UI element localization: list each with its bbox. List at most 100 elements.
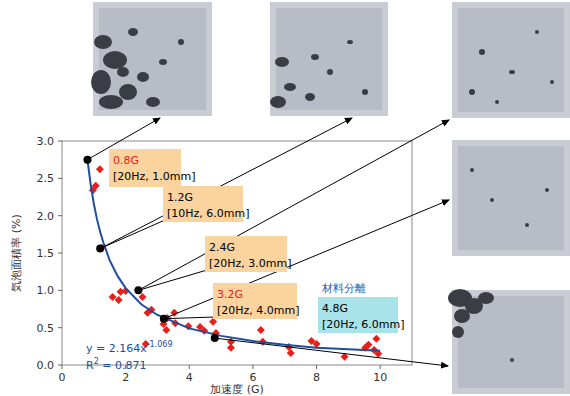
photo-void xyxy=(327,69,333,75)
y-tick-label: 0.5 xyxy=(37,322,55,335)
annotation: 4.8G[20Hz, 6.0mm]材料分離 xyxy=(318,282,405,333)
y-tick xyxy=(58,327,62,328)
photo-bg xyxy=(452,2,570,118)
photo-void xyxy=(275,57,289,67)
photo-void xyxy=(525,223,529,227)
y-tick xyxy=(58,365,62,366)
annotation-condition: [20Hz, 4.0mm] xyxy=(217,304,300,317)
r-squared-value: = 0.871 xyxy=(99,359,147,372)
photo-void xyxy=(128,28,138,36)
equation-main: y = 2.164x xyxy=(86,342,147,355)
data-point xyxy=(287,349,295,357)
annotation: 1.2G [10Hz, 6.0mm] xyxy=(163,186,250,222)
y-tick-label: 1.0 xyxy=(37,284,55,297)
photo-void xyxy=(535,30,539,34)
y-tick xyxy=(58,178,62,179)
photo-void xyxy=(470,168,474,172)
data-point xyxy=(372,335,380,343)
photo-void xyxy=(495,100,499,104)
photo-void xyxy=(311,54,319,60)
photo-face xyxy=(458,146,564,250)
annotation-label: 3.2G xyxy=(217,288,243,301)
annotation-condition: [20Hz, 6.0mm] xyxy=(322,318,405,331)
y-tick-label: 1.5 xyxy=(37,247,55,260)
annotation: 3.2G [20Hz, 4.0mm] xyxy=(213,283,300,319)
annotation-label: 2.4G xyxy=(209,241,235,254)
x-tick-label: 2 xyxy=(122,371,129,384)
photo-void xyxy=(99,95,123,109)
equation-exponent: -1.069 xyxy=(147,340,173,349)
leader-line xyxy=(164,317,215,319)
y-tick-label: 2.5 xyxy=(37,172,55,185)
chart: 02468100.00.51.01.52.02.53.0加速度 (G)気泡面積率… xyxy=(0,0,570,396)
y-tick-label: 3.0 xyxy=(37,135,55,148)
x-axis-label: 加速度 (G) xyxy=(210,383,264,396)
photo-arrow xyxy=(100,118,352,249)
annotation-label: 0.8G xyxy=(113,154,139,167)
photo xyxy=(452,140,570,256)
y-tick xyxy=(58,141,62,142)
photo-void xyxy=(479,49,485,55)
data-point xyxy=(92,182,100,190)
x-tick xyxy=(189,365,190,369)
y-axis-label: 気泡面積率 (%) xyxy=(10,214,23,292)
data-point xyxy=(162,326,170,334)
photo-arrow xyxy=(164,200,449,319)
annotation-condition: [20Hz, 1.0mm] xyxy=(113,170,196,183)
x-tick-label: 10 xyxy=(373,371,387,384)
photo-void xyxy=(509,70,515,74)
photo xyxy=(448,289,570,394)
photo-void xyxy=(478,292,494,304)
arrows xyxy=(87,118,449,366)
data-point xyxy=(96,165,104,173)
data-point xyxy=(364,341,372,349)
leader-line xyxy=(138,270,207,290)
photo-void xyxy=(510,358,514,362)
annotation-label: 1.2G xyxy=(167,191,193,204)
photo-void xyxy=(137,72,149,82)
photo-void xyxy=(347,40,353,44)
photo-face xyxy=(99,8,206,110)
y-tick xyxy=(58,290,62,291)
photo-void xyxy=(545,188,549,192)
photo-bg xyxy=(270,2,388,116)
photo-face xyxy=(276,8,382,110)
equation: y = 2.164x-1.069 xyxy=(86,340,173,355)
data-point xyxy=(115,296,123,304)
data-point xyxy=(139,293,147,301)
y-tick xyxy=(58,253,62,254)
photo-bg xyxy=(93,2,212,116)
x-tick xyxy=(62,365,63,369)
annotation-condition: [10Hz, 6.0mm] xyxy=(167,207,250,220)
leader-line xyxy=(100,220,165,249)
photo xyxy=(270,2,388,116)
annotation-condition: [20Hz, 3.0mm] xyxy=(209,257,292,270)
photo-void xyxy=(178,39,184,45)
photo-void xyxy=(284,83,296,91)
photo-void xyxy=(119,84,137,100)
x-tick xyxy=(252,365,253,369)
photo xyxy=(452,2,570,118)
photo-void xyxy=(94,35,112,49)
photo-void xyxy=(362,89,368,95)
photo-void xyxy=(452,326,464,338)
photo xyxy=(91,2,212,116)
r-squared: R2 = 0.871 xyxy=(86,357,146,372)
data-point xyxy=(257,326,265,334)
photo-void xyxy=(146,97,160,107)
x-tick-label: 4 xyxy=(186,371,193,384)
x-tick-label: 0 xyxy=(59,371,66,384)
photo-void xyxy=(103,51,127,69)
photo-void xyxy=(117,67,129,77)
photo-bg xyxy=(452,140,570,256)
x-tick-label: 8 xyxy=(313,371,320,384)
photo-bg xyxy=(452,290,570,394)
x-tick xyxy=(316,365,317,369)
photo-arrow xyxy=(215,338,448,366)
photo-face xyxy=(458,8,564,112)
annotation: 0.8G [20Hz, 1.0mm] xyxy=(109,149,196,187)
photo-void xyxy=(159,59,167,65)
photo-void xyxy=(91,70,111,94)
data-point xyxy=(227,344,235,352)
photo-void xyxy=(469,89,475,95)
